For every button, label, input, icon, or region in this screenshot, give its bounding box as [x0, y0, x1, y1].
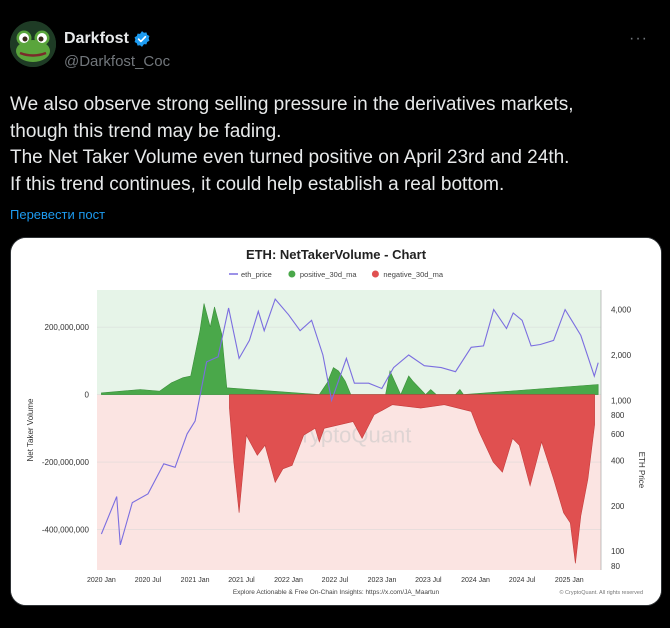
- right-tick-label: 200: [611, 502, 625, 511]
- x-tick-label: 2024 Jul: [509, 577, 536, 584]
- author-display-name[interactable]: Darkfost: [64, 30, 129, 47]
- x-axis-ticks: 2020 Jan 2020 Jul 2021 Jan 2021 Jul 2022 Jan…: [87, 577, 584, 584]
- left-tick-label: -200,000,000: [42, 458, 90, 467]
- x-tick-label: 2022 Jan: [274, 577, 303, 584]
- negative-30d-ma-area: [229, 394, 595, 564]
- left-tick-label: 0: [85, 391, 90, 400]
- right-tick-label: 400: [611, 456, 625, 465]
- x-tick-label: 2020 Jul: [135, 577, 162, 584]
- tweet-line: though this trend may be fading.: [10, 120, 282, 142]
- net-taker-volume-chart: ETH: NetTakerVolume - Chart eth_price pos…: [11, 238, 661, 605]
- right-tick-label: 80: [611, 562, 620, 571]
- eth-price-line: [100, 298, 599, 546]
- tweet-text: We also observe strong selling pressure …: [10, 92, 660, 198]
- right-tick-label: 600: [611, 430, 625, 439]
- chart-title: ETH: NetTakerVolume - Chart: [246, 247, 427, 262]
- x-tick-label: 2021 Jul: [228, 577, 255, 584]
- x-tick-label: 2021 Jan: [181, 577, 210, 584]
- tweet-line: If this trend continues, it could help e…: [10, 173, 505, 195]
- right-tick-label: 800: [611, 411, 625, 420]
- legend-swatch-negative_30d_ma: [371, 270, 379, 278]
- positive-30d-ma-area: [101, 303, 599, 396]
- chart-legend: eth_price positive_30d_ma negative_30d_ma: [229, 270, 444, 279]
- verified-badge-icon: [134, 31, 150, 47]
- right-tick-label: 4,000: [611, 306, 632, 315]
- tweet-line: The Net Taker Volume even turned positiv…: [10, 147, 570, 168]
- x-tick-label: 2023 Jul: [415, 577, 442, 584]
- x-tick-label: 2020 Jan: [87, 577, 116, 584]
- left-axis-label: Net Taker Volume: [26, 398, 35, 462]
- right-tick-label: 1,000: [611, 396, 632, 405]
- frog-avatar-icon: [10, 21, 56, 67]
- more-options-icon[interactable]: ···: [629, 30, 648, 47]
- legend-swatch-positive_30d_ma: [288, 270, 296, 278]
- right-axis-label: ETH Price: [637, 452, 646, 489]
- positive-zone-background: [97, 290, 601, 395]
- legend-item-label: negative_30d_ma: [383, 270, 443, 279]
- author-avatar[interactable]: [10, 21, 56, 67]
- author-handle[interactable]: @Darkfost_Coc: [64, 53, 171, 70]
- x-tick-label: 2023 Jan: [368, 577, 397, 584]
- x-tick-label: 2022 Jul: [322, 577, 349, 584]
- left-axis-ticks: 200,000,000 0 -200,000,000 -400,000,000: [42, 323, 90, 534]
- legend-item-label: positive_30d_ma: [300, 270, 358, 279]
- right-tick-label: 2,000: [611, 351, 632, 360]
- tweet-media-chart[interactable]: ETH: NetTakerVolume - Chart eth_price pos…: [10, 237, 662, 606]
- author-name-row[interactable]: Darkfost: [64, 30, 151, 48]
- left-tick-label: 200,000,000: [45, 323, 90, 332]
- legend-item-label: eth_price: [241, 270, 272, 279]
- x-tick-label: 2025 Jan: [555, 577, 584, 584]
- right-tick-label: 100: [611, 547, 625, 556]
- x-tick-label: 2024 Jan: [461, 577, 490, 584]
- chart-footer-source: Explore Actionable & Free On-Chain Insig…: [233, 589, 440, 596]
- translate-post-link[interactable]: Перевести пост: [10, 207, 106, 222]
- tweet-line: We also observe strong selling pressure …: [10, 94, 574, 115]
- right-axis-ticks: 4,000 2,000 1,000 800 600 400 200 100 80: [611, 306, 632, 571]
- left-tick-label: -400,000,000: [42, 526, 90, 535]
- chart-footer-copyright: © CryptoQuant. All rights reserved: [559, 589, 643, 596]
